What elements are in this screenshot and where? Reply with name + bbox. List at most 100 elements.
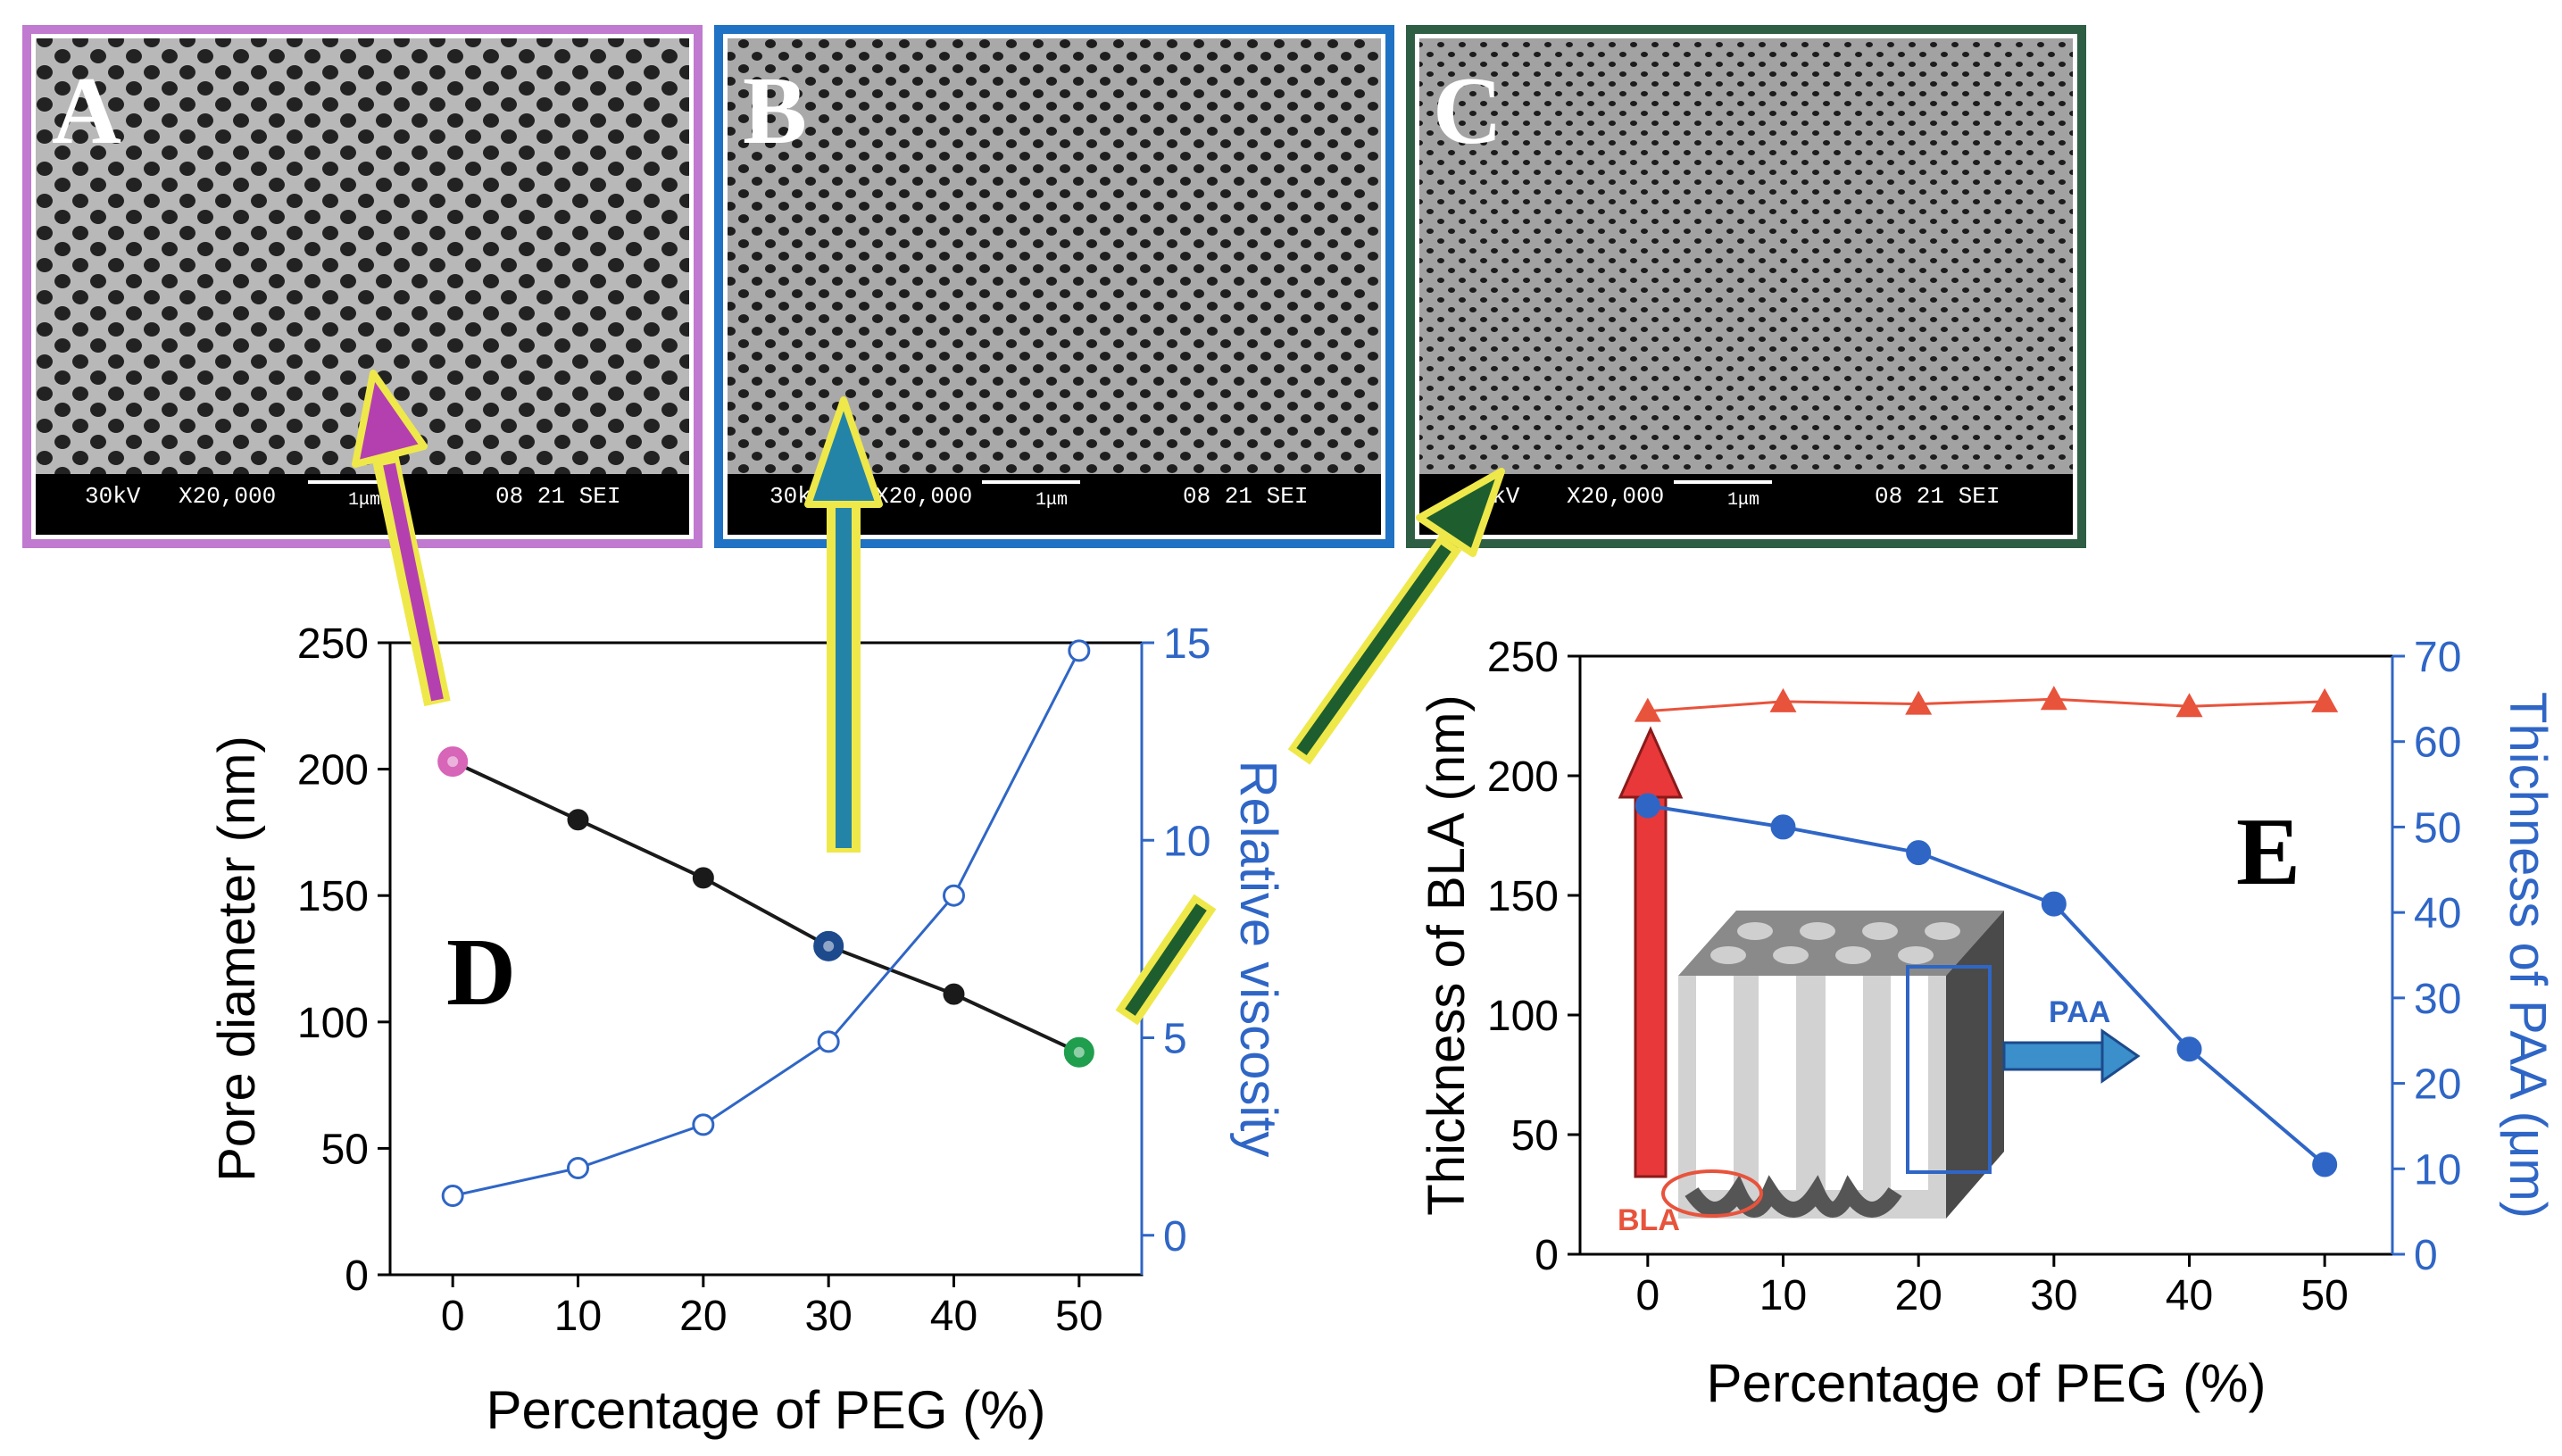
chart-d-points xyxy=(437,639,1094,1207)
y-tick-label: 200 xyxy=(1487,753,1559,801)
panel-b-letter: B xyxy=(743,58,807,164)
panel-c-border xyxy=(1406,25,2086,548)
x-tick-label: 30 xyxy=(804,1293,852,1340)
x-tick-label: 0 xyxy=(1635,1272,1659,1319)
y-tick-label: 150 xyxy=(1487,873,1559,920)
x-tick-label: 50 xyxy=(1055,1293,1102,1340)
x-tick-label: 10 xyxy=(554,1293,602,1340)
y2-tick-label: 30 xyxy=(2414,976,2461,1023)
chart-d-xlabel: Percentage of PEG (%) xyxy=(487,1380,1046,1440)
callout-arrow-c xyxy=(1287,468,1505,765)
pore-diameter-line xyxy=(452,760,1080,1054)
chart-e-ticks: 0 10 20 30 40 50 0 50 100 150 200 250 0 10 20 30 40 50 60 7… xyxy=(1487,634,2461,1319)
relative-viscosity-point xyxy=(692,1113,715,1136)
x-tick-label: 0 xyxy=(441,1293,465,1340)
y2-tick-label: 40 xyxy=(2414,890,2461,937)
bla-highlight-ellipse xyxy=(1661,1169,1763,1218)
panel-c-sample-id: 08 21 SEI xyxy=(1875,483,2000,510)
relative-viscosity-line xyxy=(452,650,1081,1197)
bla-thickness-point xyxy=(1634,697,1661,722)
panel-a-magnification: X20,000 xyxy=(179,483,276,510)
y-tick-label: 0 xyxy=(345,1252,369,1300)
schematic-paa-box xyxy=(1906,965,1992,1174)
panel-c-micrograph xyxy=(1419,38,2073,474)
x-tick-label: 30 xyxy=(2030,1272,2077,1319)
panel-a-border xyxy=(22,25,703,548)
y-tick-label: 50 xyxy=(1511,1112,1559,1160)
paa-thickness-point xyxy=(2312,1152,2338,1177)
x-tick-label: 40 xyxy=(2166,1272,2213,1319)
chart-d-ticks: 0 10 20 30 40 50 0 50 100 150 200 250 0 5 10 15 xyxy=(297,620,1210,1340)
y-tick-label: 50 xyxy=(321,1126,369,1173)
bla-thickness-point xyxy=(2311,687,2339,712)
paa-thickness-line xyxy=(1647,803,2326,1167)
chart-e-ylabel: Thickness of BLA (nm) xyxy=(1418,695,1476,1215)
y2-tick-label: 5 xyxy=(1163,1016,1187,1063)
chart-d: 0 10 20 30 40 50 0 50 100 150 200 250 0 5 10 15 Percent… xyxy=(208,620,1287,1440)
paa-label: PAA xyxy=(2049,995,2110,1029)
y-tick-label: 150 xyxy=(297,873,369,920)
y2-tick-label: 0 xyxy=(1163,1213,1187,1260)
bla-thickness-point xyxy=(2040,686,2067,711)
y2-tick-label: 20 xyxy=(2414,1061,2461,1109)
chart-e-lines xyxy=(1647,697,2326,1167)
chart-e-y2label: Thichness of PAA (μm) xyxy=(2499,692,2557,1219)
panel-c-letter: C xyxy=(1433,58,1502,164)
x-tick-label: 20 xyxy=(1894,1272,1942,1319)
x-tick-label: 10 xyxy=(1759,1272,1807,1319)
panel-b-scale-label: 1μm xyxy=(1036,490,1068,511)
y2-tick-label: 50 xyxy=(2414,804,2461,852)
pore-diameter-point-highlight xyxy=(447,756,459,768)
panel-b-magnification: X20,000 xyxy=(875,483,972,510)
bla-thickness-line xyxy=(1647,697,2325,713)
bla-thickness-point xyxy=(1905,690,1933,715)
panel-a-micrograph xyxy=(36,38,689,474)
panel-a-scale-label: 1μm xyxy=(348,490,380,511)
paa-thickness-point xyxy=(2041,891,2067,917)
paa-thickness-point xyxy=(1906,840,1932,866)
panel-a-infobar xyxy=(36,474,689,535)
y-tick-label: 250 xyxy=(1487,634,1559,681)
pore-diameter-point-highlight xyxy=(1073,1046,1085,1058)
relative-viscosity-point xyxy=(567,1157,589,1180)
pore-diameter-point xyxy=(692,867,714,889)
schematic-pores xyxy=(1696,922,1960,1190)
sem-panel-c: C 30kV X20,000 1μm 08 21 SEI xyxy=(1406,25,2086,548)
relative-viscosity-point xyxy=(441,1185,464,1207)
paa-thickness-point xyxy=(1770,814,1796,840)
paa-thickness-point xyxy=(2176,1036,2202,1062)
panel-a-voltage: 30kV xyxy=(85,483,141,510)
y2-tick-label: 10 xyxy=(1163,818,1210,865)
y2-tick-label: 0 xyxy=(2414,1232,2438,1279)
panel-c-scale-label: 1μm xyxy=(1727,490,1759,511)
relative-viscosity-point xyxy=(817,1030,840,1053)
x-tick-label: 20 xyxy=(679,1293,727,1340)
y2-tick-label: 60 xyxy=(2414,720,2461,767)
bla-thickness-point xyxy=(2175,693,2203,718)
x-tick-label: 50 xyxy=(2300,1272,2348,1319)
pore-diameter-point xyxy=(943,983,965,1005)
y2-tick-label: 70 xyxy=(2414,634,2461,681)
chart-d-y2label: Relative viscosity xyxy=(1229,761,1287,1158)
callout-arrow-c-tail xyxy=(1115,894,1217,1026)
panel-b-border xyxy=(714,25,1394,548)
chart-e: 0 10 20 30 40 50 0 50 100 150 200 250 0 10 20 30 40 50 60 7… xyxy=(1418,634,2557,1413)
pore-schematic: BLA PAA xyxy=(1618,726,2141,1237)
callout-arrow-b xyxy=(804,396,883,853)
chart-d-ylabel: Pore diameter (nm) xyxy=(208,736,266,1182)
relative-viscosity-point xyxy=(943,884,965,907)
y-tick-label: 200 xyxy=(297,747,369,795)
y-tick-label: 250 xyxy=(297,620,369,668)
panel-c-magnification: X20,000 xyxy=(1567,483,1664,510)
y2-tick-label: 15 xyxy=(1163,620,1210,668)
bla-label: BLA xyxy=(1618,1203,1680,1237)
x-tick-label: 40 xyxy=(930,1293,977,1340)
pore-diameter-point xyxy=(567,809,589,831)
bla-thickness-arrow xyxy=(1618,726,1684,1178)
bla-thickness-point xyxy=(1769,687,1797,712)
y-tick-label: 0 xyxy=(1535,1232,1559,1279)
pore-diameter-point-highlight xyxy=(823,940,835,952)
panel-c-infobar xyxy=(1419,474,2073,535)
y2-tick-label: 10 xyxy=(2414,1146,2461,1194)
